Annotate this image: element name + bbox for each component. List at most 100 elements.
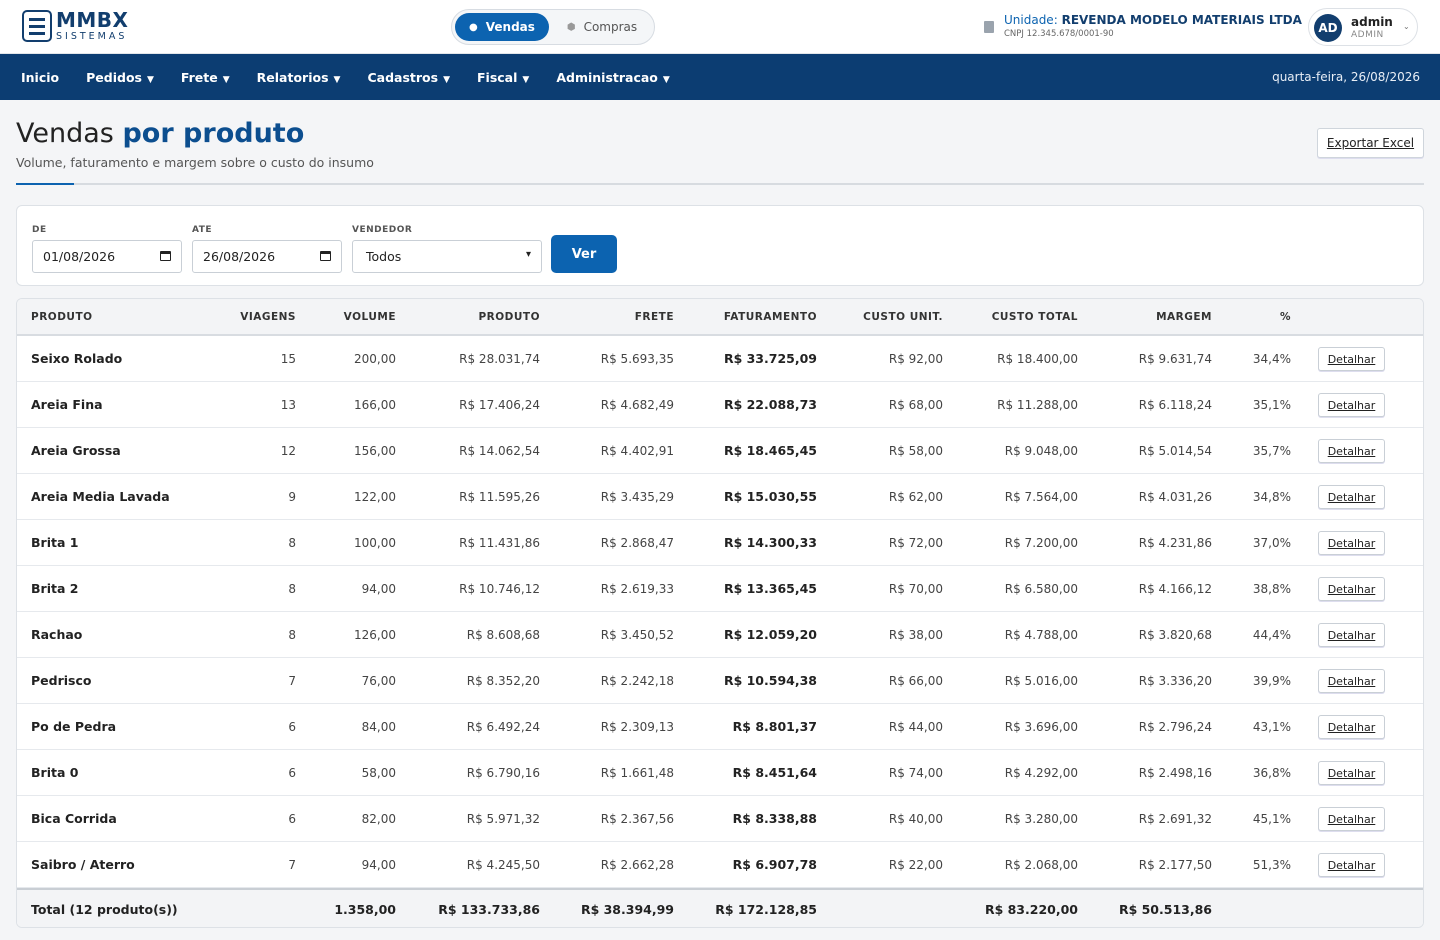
cell-faturamento: R$ 18.465,45 <box>723 443 817 458</box>
calendar-icon[interactable] <box>160 251 171 261</box>
detalhar-button[interactable]: Detalhar <box>1318 807 1385 831</box>
detalhar-button[interactable]: Detalhar <box>1318 393 1385 417</box>
cell-margem: R$ 4.031,26 <box>1138 489 1212 504</box>
nav-label: Relatorios <box>256 69 329 85</box>
cell-margem: R$ 3.820,68 <box>1138 627 1212 642</box>
vendedor-label: VENDEDOR <box>352 225 413 235</box>
cell-margem: R$ 2.177,50 <box>1138 857 1212 872</box>
mode-vendas-button[interactable]: ● Vendas <box>455 13 549 41</box>
table-row: Brita 0 6 58,00 R$ 6.790,16 R$ 1.661,48 R$ 8.… <box>17 750 1423 796</box>
ate-date-input[interactable]: 26/08/2026 <box>192 240 342 273</box>
cell-viagens: 13 <box>280 397 296 412</box>
cell-custo-total: R$ 6.580,00 <box>1004 581 1078 596</box>
mode-compras-button[interactable]: ⬢ Compras <box>552 13 652 41</box>
cell-custo-total: R$ 7.564,00 <box>1004 489 1078 504</box>
ate-date-value: 26/08/2026 <box>203 249 276 264</box>
cell-faturamento: R$ 22.088,73 <box>723 397 817 412</box>
cell-custo-unit: R$ 74,00 <box>888 765 943 780</box>
detalhar-button[interactable]: Detalhar <box>1318 485 1385 509</box>
cell-viagens: 9 <box>288 489 296 504</box>
nav-label: Inicio <box>21 69 60 85</box>
nav-item-inicio[interactable]: Inicio <box>21 70 59 85</box>
cell-custo-total: R$ 2.068,00 <box>1004 857 1078 872</box>
nav-item-relatorios[interactable]: Relatorios ▼ <box>257 70 341 85</box>
cell-viagens: 6 <box>288 765 296 780</box>
cell-valor-produto: R$ 10.746,12 <box>459 581 540 596</box>
cell-valor-produto: R$ 4.245,50 <box>466 857 540 872</box>
detalhar-button[interactable]: Detalhar <box>1318 439 1385 463</box>
cell-produto: Brita 0 <box>31 765 79 780</box>
col-header-custo-total: CUSTO TOTAL <box>991 310 1078 323</box>
detalhar-button[interactable]: Detalhar <box>1318 761 1385 785</box>
table-row: Brita 2 8 94,00 R$ 10.746,12 R$ 2.619,33 R$ 1… <box>17 566 1423 612</box>
cell-custo-total: R$ 3.696,00 <box>1004 719 1078 734</box>
cell-viagens: 8 <box>288 535 296 550</box>
de-date-input[interactable]: 01/08/2026 <box>32 240 182 273</box>
nav-label: Pedidos <box>86 69 142 85</box>
total-custo-total: R$ 83.220,00 <box>984 901 1078 917</box>
user-name: admin <box>1351 15 1393 29</box>
cell-viagens: 8 <box>288 581 296 596</box>
cell-custo-unit: R$ 72,00 <box>888 535 943 550</box>
ver-button[interactable]: Ver <box>551 235 617 273</box>
cell-frete: R$ 4.402,91 <box>600 443 674 458</box>
ate-label: ATE <box>192 225 213 235</box>
chevron-down-icon: ▾ <box>525 249 531 260</box>
detalhar-button[interactable]: Detalhar <box>1318 853 1385 877</box>
sales-table: PRODUTO VIAGENS VOLUME PRODUTO FRETE FAT… <box>16 298 1424 928</box>
cell-custo-total: R$ 9.048,00 <box>1004 443 1078 458</box>
table-row: Areia Media Lavada 9 122,00 R$ 11.595,26 R$ … <box>17 474 1423 520</box>
box-icon: ⬢ <box>566 21 576 33</box>
total-margem: R$ 50.513,86 <box>1118 901 1212 917</box>
cell-produto: Areia Media Lavada <box>31 489 170 504</box>
main-nav: Inicio Pedidos ▼ Frete ▼ Relatorios ▼ Cadas… <box>0 54 1440 100</box>
page-subtitle: Volume, faturamento e margem sobre o cus… <box>16 155 374 170</box>
nav-item-pedidos[interactable]: Pedidos ▼ <box>86 70 154 85</box>
nav-item-administracao[interactable]: Administracao ▼ <box>556 70 669 85</box>
brand-logo[interactable]: MMBX SISTEMAS <box>22 10 128 42</box>
chevron-down-icon: ⌄ <box>1403 22 1410 31</box>
cell-custo-total: R$ 5.016,00 <box>1004 673 1078 688</box>
nav-item-cadastros[interactable]: Cadastros ▼ <box>367 70 450 85</box>
export-excel-button[interactable]: Exportar Excel <box>1317 128 1424 158</box>
nav-item-fiscal[interactable]: Fiscal ▼ <box>477 70 529 85</box>
cell-custo-total: R$ 11.288,00 <box>997 397 1078 412</box>
detalhar-button[interactable]: Detalhar <box>1318 715 1385 739</box>
detalhar-button[interactable]: Detalhar <box>1318 577 1385 601</box>
user-menu[interactable]: AD admin ADMIN ⌄ <box>1308 8 1418 46</box>
vendedor-select[interactable]: Todos ▾ <box>352 240 542 273</box>
cell-frete: R$ 5.693,35 <box>600 351 674 366</box>
table-row: Brita 1 8 100,00 R$ 11.431,86 R$ 2.868,47 R$ … <box>17 520 1423 566</box>
cell-percent: 38,8% <box>1252 581 1291 596</box>
cell-volume: 100,00 <box>354 535 396 550</box>
detalhar-button[interactable]: Detalhar <box>1318 623 1385 647</box>
cell-viagens: 7 <box>288 673 296 688</box>
cell-custo-unit: R$ 44,00 <box>888 719 943 734</box>
cell-valor-produto: R$ 28.031,74 <box>459 351 540 366</box>
col-header-frete: FRETE <box>634 310 674 323</box>
cell-produto: Brita 1 <box>31 535 79 550</box>
detalhar-button[interactable]: Detalhar <box>1318 347 1385 371</box>
nav-item-frete[interactable]: Frete ▼ <box>181 70 230 85</box>
cell-faturamento: R$ 10.594,38 <box>723 673 817 688</box>
total-faturamento: R$ 172.128,85 <box>715 901 817 917</box>
cell-margem: R$ 9.631,74 <box>1138 351 1212 366</box>
cell-custo-total: R$ 7.200,00 <box>1004 535 1078 550</box>
nav-label: Cadastros <box>367 69 439 85</box>
detalhar-button[interactable]: Detalhar <box>1318 669 1385 693</box>
cell-frete: R$ 2.242,18 <box>600 673 674 688</box>
user-role: ADMIN <box>1351 30 1384 40</box>
calendar-icon[interactable] <box>320 251 331 261</box>
cell-custo-unit: R$ 22,00 <box>888 857 943 872</box>
detalhar-button[interactable]: Detalhar <box>1318 531 1385 555</box>
table-header-row: PRODUTO VIAGENS VOLUME PRODUTO FRETE FAT… <box>17 299 1423 336</box>
cell-percent: 34,8% <box>1252 489 1291 504</box>
cell-faturamento: R$ 14.300,33 <box>723 535 817 550</box>
cell-margem: R$ 6.118,24 <box>1138 397 1212 412</box>
mode-compras-label: Compras <box>583 20 638 34</box>
cell-volume: 166,00 <box>354 397 396 412</box>
col-header-custo-unit: CUSTO UNIT. <box>863 310 943 323</box>
col-header-volume: VOLUME <box>343 310 396 323</box>
header-divider-accent <box>16 183 74 185</box>
unit-name: REVENDA MODELO MATERIAIS LTDA <box>1061 13 1302 27</box>
